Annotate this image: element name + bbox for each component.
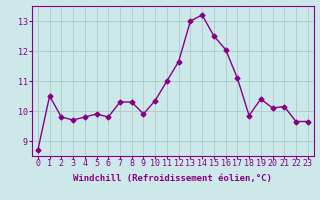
X-axis label: Windchill (Refroidissement éolien,°C): Windchill (Refroidissement éolien,°C) [73,174,272,183]
